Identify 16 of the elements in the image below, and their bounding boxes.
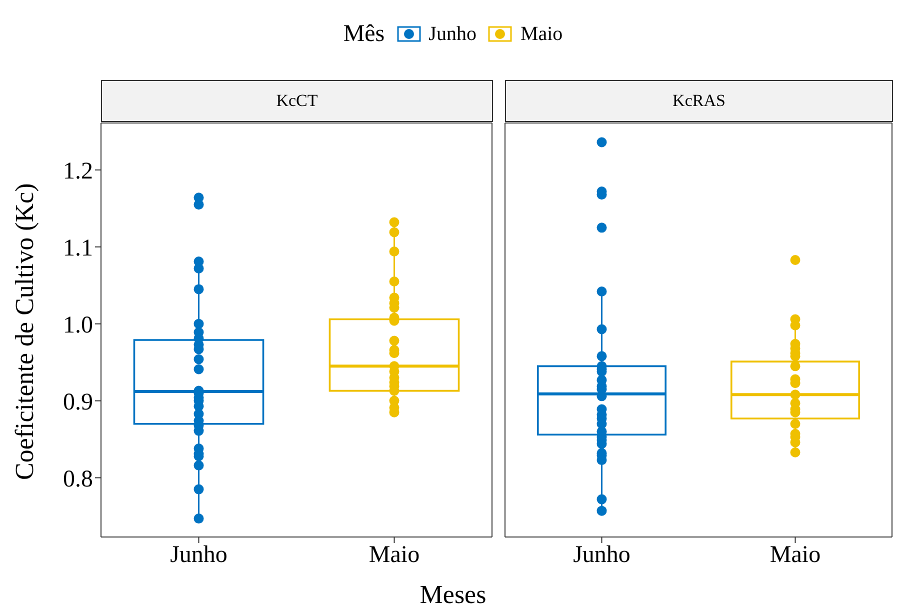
y-axis-title: Coeficitente de Cultivo (Kc) bbox=[10, 183, 40, 480]
y-tick-label: 1.0 bbox=[63, 312, 93, 338]
y-tick-label: 1.1 bbox=[63, 235, 93, 262]
x-axis-title: Meses bbox=[418, 580, 488, 610]
chart-title: KcCT bbox=[101, 80, 493, 122]
chart-title: KcRAS bbox=[505, 80, 893, 122]
x-tick-label: Junho bbox=[170, 542, 228, 568]
x-tick-label: Junho bbox=[573, 542, 630, 568]
y-tick-label: 1.2 bbox=[63, 158, 93, 184]
legend-title: Mês bbox=[343, 20, 385, 48]
y-tick-label: 0.9 bbox=[63, 389, 93, 416]
x-tick-label: Maio bbox=[770, 542, 821, 568]
legend-label: Maio bbox=[519, 22, 563, 46]
x-tick-label: Maio bbox=[368, 542, 420, 568]
legend-label: Junho bbox=[428, 22, 476, 46]
y-tick-label: 0.8 bbox=[63, 466, 93, 492]
